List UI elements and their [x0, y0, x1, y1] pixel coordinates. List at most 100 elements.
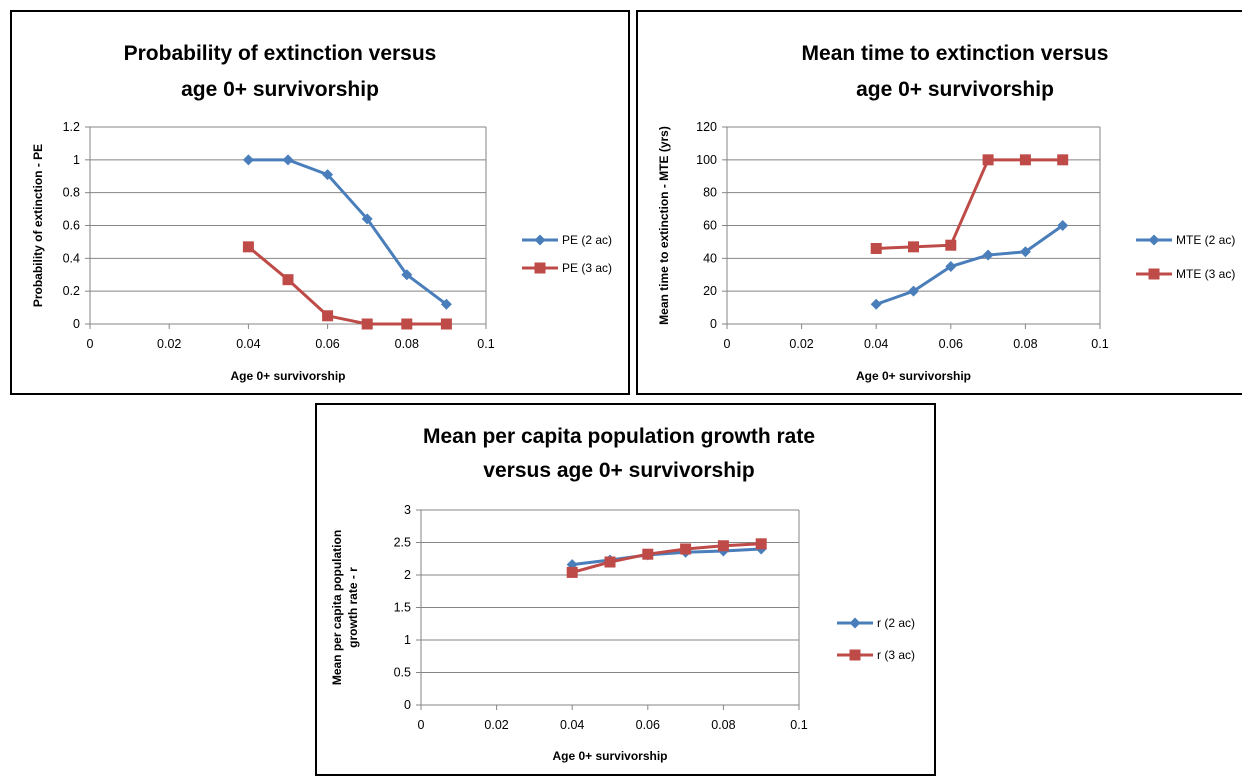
x-tick-label: 0.08	[1013, 337, 1037, 351]
chart-title-line: age 0+ survivorship	[856, 78, 1054, 101]
data-point-square	[982, 154, 994, 166]
series-line	[876, 158, 1063, 250]
chart-title-line: versus age 0+ survivorship	[483, 459, 754, 482]
x-tick-label: 0.04	[236, 337, 260, 351]
y-tick-label: 0.2	[63, 284, 80, 298]
legend-marker-diamond	[1148, 234, 1160, 246]
legend-label: r (2 ac)	[877, 616, 915, 630]
series-line	[875, 224, 1064, 306]
y-tick-label: 0.6	[63, 219, 80, 233]
x-tick-label: 0	[418, 718, 425, 732]
data-point-square	[870, 242, 882, 254]
chart-title-line: Mean per capita population growth rate	[423, 425, 815, 448]
data-point-square	[604, 556, 616, 568]
data-point-diamond	[982, 249, 994, 261]
pe-chart-svg: Probability of extinction versus age 0+ s…	[31, 42, 612, 383]
y-axis-label: Probability of extinction - PE	[31, 144, 45, 307]
x-tick-label: 0.04	[560, 718, 584, 732]
data-point-square	[755, 538, 767, 550]
legend-marker-square	[1148, 268, 1160, 280]
y-tick-label: 0.5	[394, 666, 411, 680]
chart-title-line: Mean time to extinction versus	[802, 42, 1109, 65]
y-tick-label: 1	[73, 153, 80, 167]
x-tick-label: 0.08	[711, 718, 735, 732]
data-point-diamond	[945, 261, 957, 273]
y-tick-label: 3	[404, 503, 411, 517]
data-point-square	[945, 239, 957, 251]
r-chart-svg: Mean per capita population growth rate ve…	[330, 425, 915, 763]
data-point-square	[908, 241, 919, 253]
series-line	[572, 547, 762, 567]
y-tick-label: 0	[73, 317, 80, 331]
chart-panel-mte: Mean time to extinction versus age 0+ sur…	[636, 10, 1242, 395]
y-tick-label: 20	[703, 284, 717, 298]
y-tick-label: 2	[404, 568, 411, 582]
data-point-square	[566, 566, 578, 578]
series-line	[248, 158, 448, 306]
y-tick-label: 1.2	[63, 120, 80, 134]
data-point-square	[1019, 154, 1031, 166]
data-point-square	[717, 540, 729, 552]
x-tick-label: 0.02	[484, 718, 508, 732]
data-point-diamond	[401, 269, 413, 281]
data-point-square	[440, 318, 452, 330]
y-tick-label: 100	[696, 153, 717, 167]
y-tick-label: 2.5	[394, 536, 411, 550]
data-point-diamond	[1057, 220, 1069, 231]
legend-label: PE (2 ac)	[562, 233, 612, 247]
y-tick-label: 0.4	[63, 251, 80, 265]
y-tick-label: 0	[404, 698, 411, 712]
y-tick-label: 80	[703, 186, 717, 200]
x-tick-label: 0.02	[157, 337, 181, 351]
y-tick-label: 40	[703, 251, 717, 265]
x-tick-label: 0.04	[864, 337, 888, 351]
data-point-square	[242, 241, 254, 253]
x-tick-label: 0.1	[1091, 337, 1108, 351]
y-axis-label: growth rate - r	[346, 567, 360, 648]
data-point-square	[322, 310, 334, 322]
y-tick-label: 1.5	[394, 601, 411, 615]
y-tick-label: 1	[404, 633, 411, 647]
data-point-square	[642, 548, 654, 560]
data-point-square	[401, 318, 413, 330]
x-axis-label: Age 0+ survivorship	[552, 749, 667, 763]
x-tick-label: 0.1	[477, 337, 494, 351]
data-point-diamond	[282, 154, 294, 166]
data-point-square	[361, 318, 373, 330]
legend-label: PE (3 ac)	[562, 261, 612, 275]
data-point-diamond	[908, 285, 919, 297]
chart-panel-r: Mean per capita population growth rate ve…	[315, 403, 936, 776]
x-tick-label: 0.06	[315, 337, 339, 351]
legend-label: MTE (2 ac)	[1176, 233, 1235, 247]
x-axis-label: Age 0+ survivorship	[230, 369, 345, 383]
legend-marker-diamond	[849, 617, 861, 629]
legend-marker-square	[849, 649, 861, 661]
data-point-square	[680, 543, 692, 555]
data-point-diamond	[1019, 246, 1031, 258]
x-tick-label: 0	[724, 337, 731, 351]
x-tick-label: 0.06	[939, 337, 963, 351]
series-line	[247, 245, 447, 326]
mte-chart-svg: Mean time to extinction versus age 0+ sur…	[657, 42, 1235, 383]
legend-marker-square	[534, 262, 546, 274]
y-tick-label: 0	[710, 317, 717, 331]
y-axis-label: Mean time to extinction - MTE (yrs)	[657, 126, 671, 325]
x-tick-label: 0.02	[789, 337, 813, 351]
data-point-diamond	[322, 169, 334, 181]
x-tick-label: 0	[87, 337, 94, 351]
x-tick-label: 0.08	[395, 337, 419, 351]
x-tick-label: 0.1	[790, 718, 807, 732]
chart-panel-pe: Probability of extinction versus age 0+ s…	[10, 10, 630, 395]
x-tick-label: 0.06	[636, 718, 660, 732]
y-tick-label: 120	[696, 120, 717, 134]
data-point-diamond	[440, 298, 452, 310]
y-tick-label: 0.8	[63, 186, 80, 200]
data-point-diamond	[242, 154, 254, 166]
data-point-diamond	[361, 213, 373, 225]
legend-label: MTE (3 ac)	[1176, 267, 1235, 281]
series-line	[571, 542, 762, 574]
data-point-square	[282, 274, 294, 286]
data-point-diamond	[870, 298, 882, 310]
y-tick-label: 60	[703, 219, 717, 233]
chart-title-line: Probability of extinction versus	[124, 42, 437, 65]
